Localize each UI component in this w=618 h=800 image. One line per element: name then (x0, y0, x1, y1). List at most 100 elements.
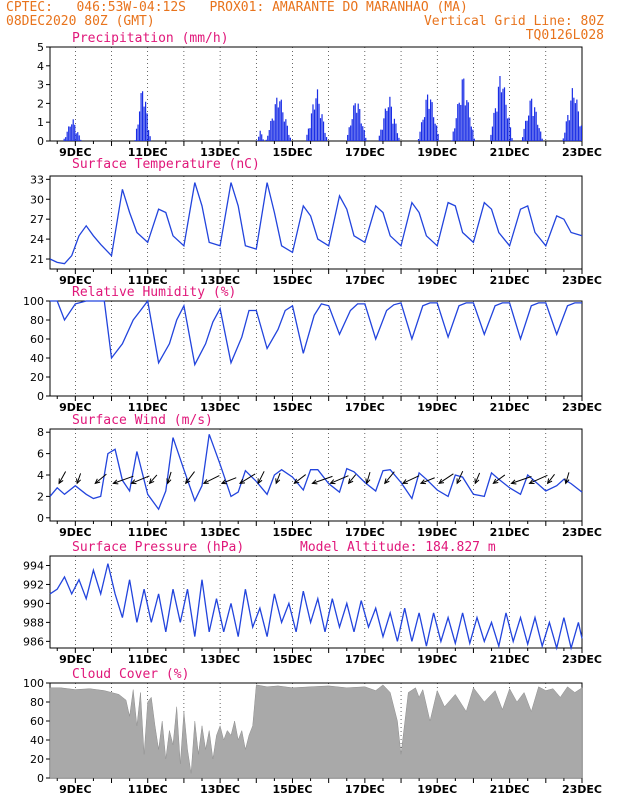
wind-arrow (402, 475, 420, 484)
x-tick-label: 21DEC (490, 146, 530, 159)
precip-bar (365, 137, 367, 141)
precip-bar (496, 111, 498, 141)
x-tick-label: 15DEC (272, 653, 312, 666)
precip-bar (493, 112, 495, 141)
precip-bar (274, 104, 276, 141)
y-tick-label: 994 (23, 559, 44, 572)
x-tick-label: 9DEC (59, 653, 91, 666)
x-tick-label: 23DEC (562, 401, 602, 414)
wind-arrow (203, 475, 220, 484)
precip-bar (494, 108, 497, 141)
panel-title: Surface Pressure (hPa) (72, 540, 244, 555)
precip-bar (570, 100, 572, 141)
wind-arrow (312, 475, 333, 484)
wind-arrow-head (546, 478, 553, 485)
precip-bar (137, 124, 139, 141)
precip-bar (466, 100, 468, 141)
x-tick-label: 9DEC (59, 146, 91, 159)
wind-arrow (131, 475, 150, 484)
x-tick-label: 9DEC (59, 401, 91, 414)
precip-bar (386, 110, 388, 141)
x-tick-label: 13DEC (200, 401, 240, 414)
wind-arrow-head (365, 478, 371, 485)
precip-bar (580, 125, 583, 141)
precip-bar (350, 125, 352, 141)
wind-arrow-head (564, 478, 570, 485)
precip-bar (138, 111, 141, 141)
precip-bar (577, 111, 579, 141)
precip-bar (528, 115, 530, 141)
precip-bar (426, 94, 429, 141)
x-tick-label: 21DEC (490, 783, 530, 796)
precip-bar (579, 126, 581, 141)
panel-frame (49, 555, 583, 649)
x-tick-label: 9DEC (59, 274, 91, 287)
wind-arrow-head (401, 479, 408, 484)
y-tick-label: 60 (30, 715, 44, 728)
precip-bar (277, 107, 279, 141)
wind-arrow-head (166, 478, 172, 485)
precip-bar (511, 138, 513, 141)
precip-bar (457, 104, 459, 141)
precip-bar (378, 135, 380, 141)
precip-bar (134, 140, 136, 141)
precip-bar (279, 101, 281, 141)
wind-arrow-head (94, 478, 101, 485)
series-line (49, 182, 583, 265)
wind-arrow (293, 474, 306, 484)
precip-bar (347, 134, 349, 141)
y-tick-label: 1 (37, 116, 44, 129)
x-tick-label: 19DEC (417, 401, 457, 414)
precip-bar (576, 99, 578, 141)
precip-bar (419, 131, 421, 141)
wind-arrow-head (438, 478, 445, 484)
precip-bar (63, 138, 65, 141)
wind-arrow-head (148, 478, 155, 485)
wind-arrow (275, 472, 281, 484)
precip-bar (357, 103, 359, 141)
precip-bar (380, 129, 382, 141)
precip-bar (140, 93, 142, 141)
precip-bar (315, 98, 317, 141)
precip-bar (463, 78, 465, 141)
panel-title: Surface Wind (m/s) (72, 413, 213, 428)
y-tick-label: 986 (23, 635, 44, 648)
x-tick-label: 13DEC (200, 274, 240, 287)
x-tick-label: 17DEC (345, 146, 385, 159)
precip-bar (325, 137, 328, 141)
precip-bar (537, 124, 539, 141)
precip-bar (273, 120, 275, 141)
x-tick-label: 23DEC (562, 274, 602, 287)
wind-arrow-head (293, 478, 300, 485)
panel-1: Precipitation (mm/h) 0 1 2 3 4 5 9DEC 11DEC 13DEC… (37, 31, 602, 159)
wind-arrow (565, 472, 570, 484)
precip-bar (467, 102, 469, 141)
x-tick-label: 21DEC (490, 653, 530, 666)
wind-arrow-head (311, 479, 318, 485)
x-tick-label: 21DEC (490, 401, 530, 414)
wind-arrow-head (185, 478, 191, 485)
precip-bar (356, 112, 358, 141)
precip-bar (145, 101, 147, 141)
wind-arrow-head (528, 479, 535, 484)
precip-bar (74, 124, 76, 141)
wind-arrow-head (384, 478, 390, 485)
x-tick-label: 23DEC (562, 146, 602, 159)
precip-bar (541, 138, 543, 141)
precip-bar (354, 103, 356, 141)
precip-bar (68, 126, 70, 141)
precip-bar (258, 136, 260, 141)
y-tick-label: 27 (30, 213, 44, 226)
wind-arrow-head (510, 479, 517, 485)
precip-bar (268, 130, 270, 141)
wind-arrow-head (419, 479, 426, 485)
x-tick-label: 17DEC (345, 274, 385, 287)
precip-bar (531, 98, 533, 141)
precip-bar (497, 86, 500, 141)
wind-arrow-head (58, 478, 64, 485)
precip-bar (348, 127, 350, 141)
panel-title: Surface Temperature (nC) (72, 157, 260, 172)
x-tick-label: 19DEC (417, 783, 457, 796)
x-tick-label: 19DEC (417, 146, 457, 159)
y-tick-label: 0 (37, 135, 44, 148)
